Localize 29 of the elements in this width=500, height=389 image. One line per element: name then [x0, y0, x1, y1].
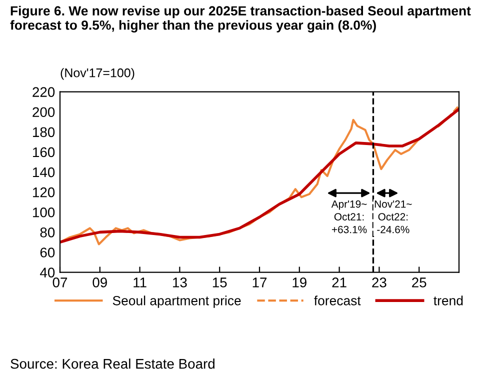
- x-tick-label: 07: [52, 278, 68, 288]
- annotation: Apr'19~ Oct21: +63.1%: [331, 200, 367, 234]
- y-tick-label: 140: [33, 167, 55, 178]
- x-tick-label: 23: [372, 278, 386, 288]
- chart-title: Figure 6. We now revise up our 2025E transaction-based Seoul apartment forecast to 9.5%, higher than the previous year gain (8.0%): [10, 6, 471, 32]
- x-tick-label: 25: [412, 278, 426, 288]
- annotation: Nov'21~ Oct22: -24.6%: [374, 200, 412, 234]
- x-tick-label: 21: [332, 278, 346, 288]
- y-tick-label: 40: [40, 268, 55, 278]
- y-tick-label: 100: [33, 207, 55, 218]
- x-tick-label: 15: [212, 278, 227, 288]
- source-note: Source: Korea Real Estate Board: [10, 358, 214, 369]
- x-tick-label: 13: [173, 278, 187, 288]
- y-tick-label: 160: [33, 147, 55, 158]
- legend-label: forecast: [314, 296, 361, 306]
- y-tick-label: 180: [33, 127, 55, 138]
- y-tick-label: 80: [40, 228, 55, 238]
- y-axis-title: (Nov'17=100): [60, 68, 134, 80]
- x-tick-label: 09: [92, 278, 107, 288]
- x-tick-label: 11: [134, 278, 146, 288]
- y-tick-label: 120: [33, 187, 55, 198]
- y-tick-label: 60: [40, 248, 55, 258]
- y-tick-label: 200: [32, 107, 55, 118]
- x-tick-label: 19: [292, 278, 306, 288]
- legend-label: Seoul apartment price: [112, 296, 241, 308]
- line-series: [60, 108, 459, 244]
- y-tick-label: 220: [32, 87, 55, 97]
- x-tick-label: 17: [252, 278, 267, 288]
- legend-label: trend: [434, 296, 463, 306]
